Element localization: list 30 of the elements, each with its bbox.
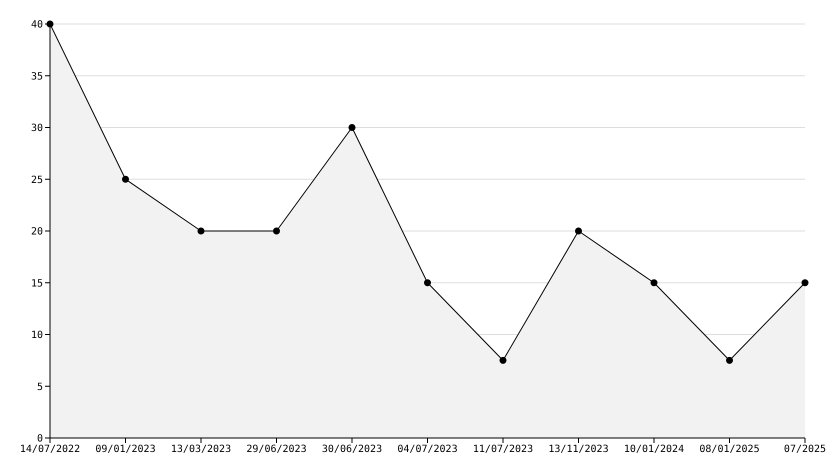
point	[424, 279, 431, 286]
x-tick-label: 13/11/2023	[548, 444, 609, 456]
y-tick-label: 0	[36, 434, 43, 445]
y-tick-label: 10	[30, 330, 43, 342]
x-tick-label: 10/01/2024	[624, 444, 684, 456]
point	[575, 228, 582, 234]
point	[273, 228, 280, 234]
point	[122, 176, 129, 183]
x-tick-label: 29/06/2023	[246, 444, 307, 456]
x-tick-label: 13/03/2023	[170, 444, 232, 456]
y-tick-label: 15	[30, 278, 43, 290]
x-tick-label: 09/01/2023	[95, 444, 156, 456]
point	[802, 279, 808, 286]
x-tick-label: 04/07/2023	[397, 444, 458, 456]
x-tick-label: 14/07/2022	[20, 444, 80, 456]
x-tick-label: 07/2025	[784, 444, 826, 456]
x-tick-label: 08/01/2025	[699, 444, 760, 456]
y-tick-label: 25	[30, 174, 43, 186]
y-tick-label: 30	[30, 123, 43, 134]
y-tick-label: 40	[30, 20, 43, 31]
y-tick-label: 35	[30, 71, 43, 82]
x-tick-label: 30/06/2023	[322, 444, 382, 456]
point	[348, 124, 356, 131]
x-tick-label: 11/07/2023	[472, 444, 534, 456]
point	[650, 279, 658, 286]
point	[198, 228, 204, 234]
y-tick-label: 20	[30, 226, 43, 238]
y-tick-label: 5	[36, 382, 43, 393]
point	[500, 356, 506, 364]
point	[726, 356, 733, 364]
